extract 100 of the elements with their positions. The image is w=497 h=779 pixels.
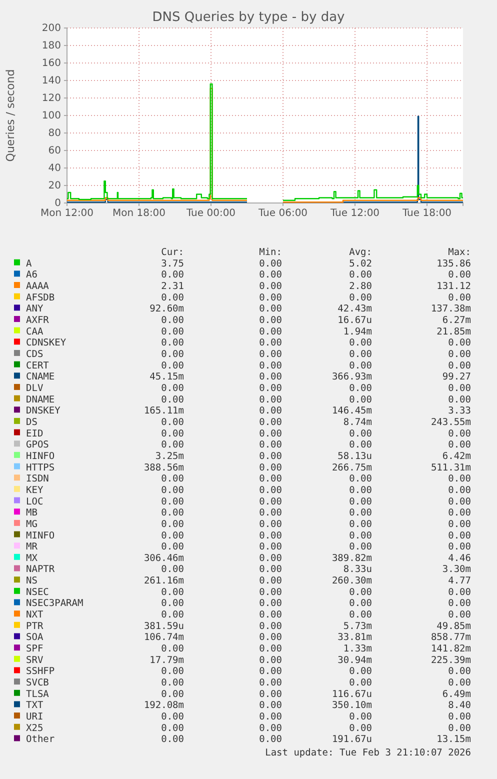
legend-label: MB — [26, 508, 38, 519]
text: 0.00 — [259, 678, 282, 689]
text: 0.00 — [161, 394, 184, 406]
text: 0.00 — [448, 530, 472, 542]
text: 0.00 — [161, 484, 184, 496]
text: 0.00 — [349, 666, 372, 678]
legend-label: PTR — [26, 620, 44, 632]
text: 366.93m — [332, 372, 372, 383]
text: 0.00 — [349, 484, 372, 496]
y-axis-title: Queries / second — [4, 69, 17, 162]
text: 0.00 — [259, 610, 282, 621]
text: 0.00 — [349, 610, 372, 621]
text: 350.10m — [332, 700, 372, 712]
legend-label: CDNSKEY — [26, 338, 66, 349]
text: 381.59u — [144, 620, 184, 632]
text: 0.00 — [448, 598, 472, 610]
text: 0.00 — [259, 440, 282, 451]
text: 0.00 — [161, 326, 184, 338]
text: 0.00 — [161, 292, 184, 304]
text: 0.00 — [448, 474, 472, 485]
text: 0.00 — [259, 450, 282, 462]
text: 137.38m — [430, 304, 472, 315]
text: 141.82m — [430, 644, 472, 655]
text: 858.77m — [430, 632, 472, 644]
legend-label: X25 — [26, 722, 44, 734]
text: 0.00 — [448, 666, 472, 678]
text: 0.00 — [259, 348, 282, 360]
text: 0.00 — [349, 394, 372, 406]
text: 6.27m — [442, 314, 472, 326]
text: 0.00 — [349, 586, 372, 598]
legend-label: CAA — [26, 326, 44, 338]
legend-label: EID — [26, 428, 44, 440]
text: 0.00 — [349, 598, 372, 610]
text: 0.00 — [259, 304, 282, 315]
text: 0.00 — [259, 406, 282, 417]
y-tick-label: 60 — [48, 146, 61, 157]
text: 0.00 — [349, 712, 372, 723]
y-tick-label: 120 — [42, 93, 61, 104]
text: 0.00 — [259, 564, 282, 576]
legend-label: HINFO — [26, 450, 55, 462]
text: 0.00 — [161, 360, 184, 372]
text: 13.15m — [436, 734, 472, 746]
text: 1.94m — [343, 326, 372, 338]
legend-label: CNAME — [26, 372, 55, 383]
text: 0.00 — [161, 474, 184, 485]
text: 106.74m — [144, 632, 184, 644]
y-tick-label: 0 — [54, 198, 61, 210]
text: 6.42m — [442, 450, 472, 462]
legend-label: MG — [26, 518, 38, 530]
text: 0.00 — [259, 688, 282, 700]
text: 0.00 — [448, 542, 472, 553]
legend-label: MR — [26, 542, 38, 553]
text: 225.39m — [430, 654, 472, 666]
y-tick-label: 180 — [42, 40, 61, 52]
text: 0.00 — [161, 496, 184, 508]
text: 5.02 — [349, 258, 372, 270]
text: 0.00 — [259, 666, 282, 678]
text: 0.00 — [259, 620, 282, 632]
text: 0.00 — [259, 598, 282, 610]
text: 0.00 — [259, 474, 282, 485]
x-tick-label: Tue 12:00 — [329, 208, 380, 220]
text: 1.33m — [343, 644, 372, 655]
text: 0.00 — [259, 576, 282, 587]
y-tick-label: 200 — [42, 23, 61, 34]
text: Min: — [259, 247, 282, 258]
text: 0.00 — [259, 632, 282, 644]
text: 0.00 — [161, 644, 184, 655]
text: 0.00 — [349, 382, 372, 394]
text: 8.40 — [448, 700, 472, 712]
legend-label: SPF — [26, 644, 44, 655]
text: 0.00 — [448, 270, 472, 281]
text: 8.74m — [343, 416, 372, 428]
text: 0.00 — [349, 338, 372, 349]
text: 0.00 — [259, 382, 282, 394]
text: 306.46m — [144, 552, 184, 564]
text: 21.85m — [436, 326, 472, 338]
text: 0.00 — [349, 348, 372, 360]
text: 0.00 — [161, 712, 184, 723]
text: 0.00 — [259, 258, 282, 270]
text: 3.25m — [155, 450, 184, 462]
legend-label: MINFO — [26, 530, 55, 542]
text: 135.86 — [436, 258, 472, 270]
text: 0.00 — [161, 598, 184, 610]
text: 0.00 — [259, 508, 282, 519]
text: 0.00 — [161, 348, 184, 360]
text: 0.00 — [448, 440, 472, 451]
text: 0.00 — [349, 270, 372, 281]
text: 0.00 — [259, 734, 282, 746]
legend-label: HTTPS — [26, 462, 55, 474]
legend-label: A6 — [26, 270, 38, 281]
legend-label: TXT — [26, 700, 44, 712]
x-tick-label: Tue 00:00 — [185, 208, 236, 220]
text: 0.00 — [349, 722, 372, 734]
text: 0.00 — [448, 496, 472, 508]
text: 261.16m — [144, 576, 184, 587]
text: 0.00 — [349, 542, 372, 553]
legend-label: NSEC — [26, 586, 49, 598]
text: 16.67u — [338, 314, 372, 326]
text: 0.00 — [448, 518, 472, 530]
text: 3.30m — [442, 564, 472, 576]
